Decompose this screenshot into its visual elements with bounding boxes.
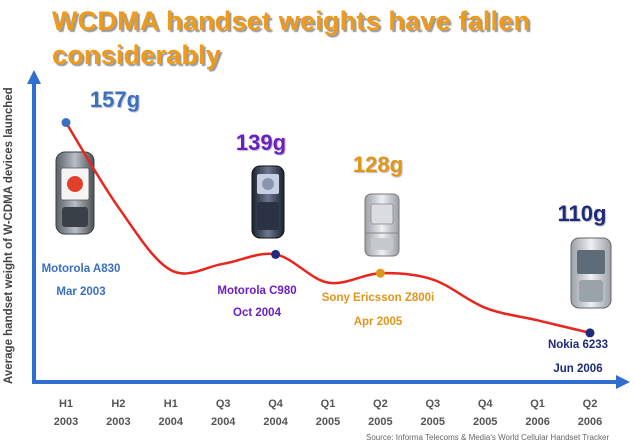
x-tick-label-year: 2003	[106, 416, 130, 428]
x-tick-label-year: 2005	[473, 416, 497, 428]
data-label-date: Jun 2006	[553, 363, 602, 375]
weight-trend-line	[64, 121, 592, 335]
phone-motorola-a830-image	[55, 151, 95, 235]
data-label-weight: 128g	[353, 152, 403, 177]
data-label-device: Motorola A830	[42, 263, 121, 275]
x-tick-label-period: Q4	[478, 398, 494, 410]
x-tick-label-period: H2	[111, 398, 125, 410]
x-tick-label-year: 2006	[578, 416, 602, 428]
data-label-device: Motorola C980	[217, 285, 296, 297]
data-point-marker	[61, 118, 71, 128]
x-tick-label-year: 2005	[368, 416, 392, 428]
data-label-weight: 157g	[90, 87, 140, 112]
x-tick-label-period: Q3	[216, 398, 231, 410]
x-tick-label-year: 2005	[421, 416, 445, 428]
y-axis-arrow	[27, 70, 41, 84]
x-tick-label-period: H1	[59, 398, 73, 410]
data-label-device: Sony Ericsson Z800i	[322, 292, 435, 304]
x-tick-label-period: Q4	[268, 398, 284, 410]
chart-title: WCDMA handset weights have fallen consid…	[52, 6, 531, 70]
x-tick-label-year: 2004	[211, 416, 236, 428]
data-point-marker	[375, 268, 385, 278]
data-label-date: Apr 2005	[354, 316, 403, 328]
x-tick-label-year: 2004	[263, 416, 288, 428]
x-tick-label-year: 2006	[525, 416, 549, 428]
x-tick-label-period: Q2	[373, 398, 388, 410]
phone-sony-ericsson-z800i-image	[364, 193, 400, 257]
data-label-date: Mar 2003	[56, 286, 105, 298]
x-tick-label-period: H1	[164, 398, 178, 410]
x-tick-label-year: 2004	[159, 416, 184, 428]
phone-motorola-c980-image	[251, 165, 285, 239]
data-point-marker	[585, 328, 595, 338]
data-label-date: Oct 2004	[233, 307, 282, 319]
x-tick-label-period: Q2	[583, 398, 598, 410]
source-note: Source: Informa Telecoms & Media's World…	[366, 433, 610, 442]
data-label-weight: 139g	[236, 130, 286, 155]
x-axis-arrow	[616, 375, 630, 389]
data-point-marker	[271, 249, 281, 259]
x-tick-label-year: 2003	[54, 416, 78, 428]
x-tick-label-period: Q3	[425, 398, 440, 410]
x-tick-label-year: 2005	[316, 416, 340, 428]
data-label-device: Nokia 6233	[548, 339, 608, 351]
data-label-weight: 110g	[558, 201, 607, 226]
x-tick-label-period: Q1	[321, 398, 336, 410]
x-tick-label-period: Q1	[530, 398, 545, 410]
y-axis-label: Average handset weight of W-CDMA devices…	[3, 87, 15, 384]
phone-nokia-6233-image	[570, 237, 612, 309]
